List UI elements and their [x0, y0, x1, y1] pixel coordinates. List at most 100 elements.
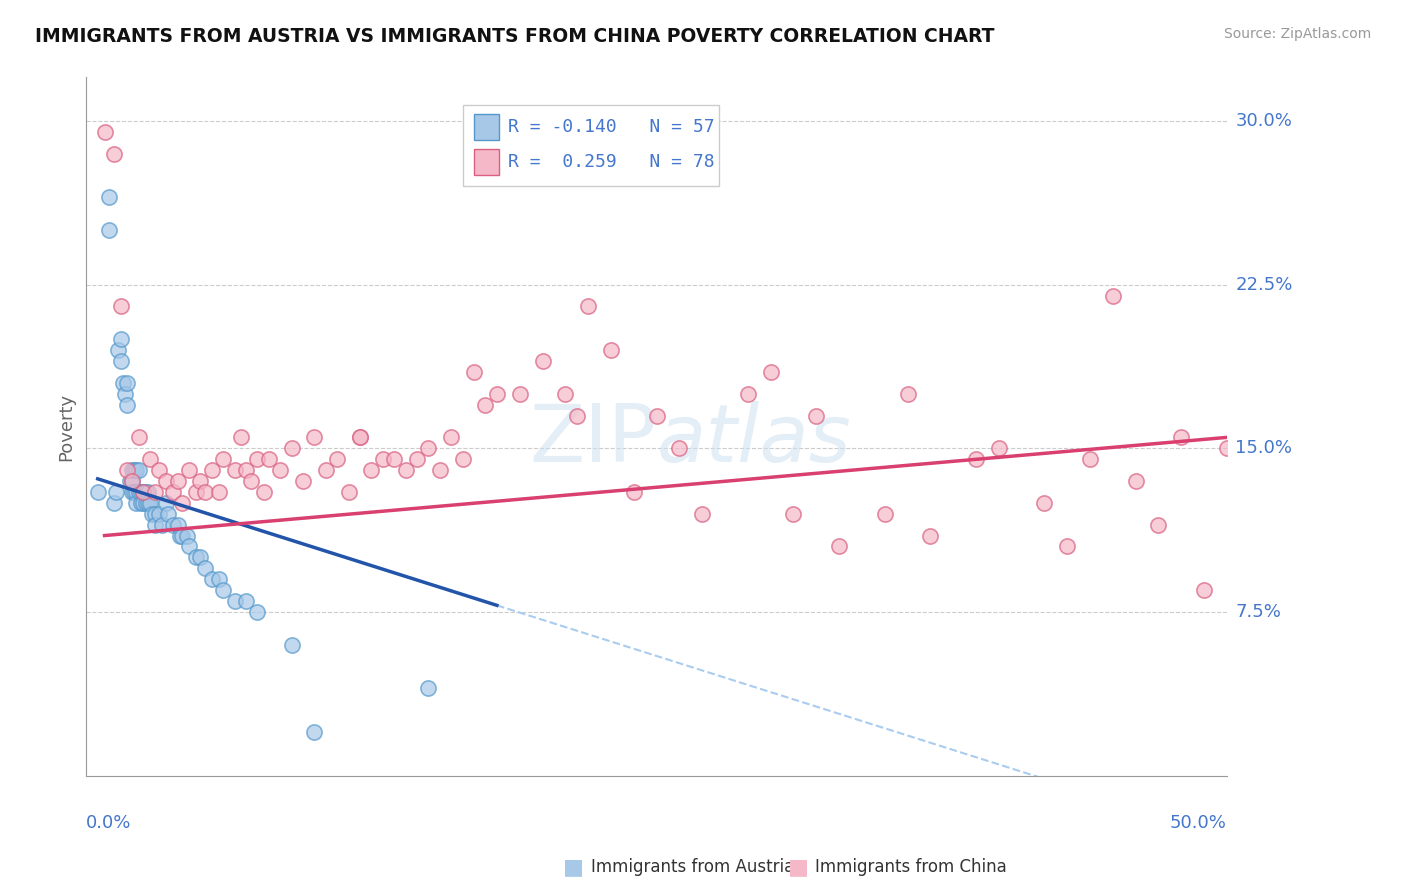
Point — [103, 496, 125, 510]
Point — [122, 484, 145, 499]
Point — [172, 528, 194, 542]
Point — [129, 496, 152, 510]
Point — [1192, 583, 1215, 598]
Point — [155, 496, 177, 510]
Point — [169, 528, 191, 542]
Point — [212, 583, 235, 598]
Point — [645, 409, 668, 423]
Text: 0.0%: 0.0% — [86, 814, 132, 832]
Point — [86, 484, 108, 499]
Point — [1078, 452, 1101, 467]
Point — [782, 507, 804, 521]
FancyBboxPatch shape — [474, 149, 499, 175]
Point — [103, 146, 125, 161]
Point — [382, 452, 405, 467]
Point — [132, 496, 155, 510]
Point — [371, 452, 394, 467]
Point — [98, 190, 121, 204]
Point — [136, 484, 159, 499]
Point — [139, 452, 162, 467]
Point — [117, 398, 139, 412]
Text: R = -0.140   N = 57: R = -0.140 N = 57 — [509, 118, 714, 136]
Point — [554, 386, 576, 401]
Point — [117, 463, 139, 477]
Text: atlas: atlas — [657, 401, 851, 479]
Point — [194, 561, 217, 575]
Text: Immigrants from China: Immigrants from China — [815, 858, 1007, 876]
Point — [280, 638, 302, 652]
Point — [136, 496, 159, 510]
Point — [110, 300, 132, 314]
Point — [349, 430, 371, 444]
Point — [212, 452, 235, 467]
Point — [177, 463, 200, 477]
Text: Immigrants from Austria: Immigrants from Austria — [591, 858, 794, 876]
Point — [531, 354, 554, 368]
Point — [315, 463, 337, 477]
Point — [235, 594, 257, 608]
Point — [122, 463, 145, 477]
Point — [253, 484, 276, 499]
Point — [141, 507, 163, 521]
Point — [873, 507, 896, 521]
Point — [690, 507, 713, 521]
Point — [110, 332, 132, 346]
Point — [304, 430, 326, 444]
Text: 22.5%: 22.5% — [1236, 276, 1292, 293]
Point — [349, 430, 371, 444]
Text: 15.0%: 15.0% — [1236, 439, 1292, 458]
Point — [485, 386, 508, 401]
Point — [395, 463, 418, 477]
Point — [166, 474, 188, 488]
Point — [280, 442, 302, 456]
Point — [194, 484, 217, 499]
Point — [292, 474, 315, 488]
Point — [128, 430, 150, 444]
Point — [128, 463, 150, 477]
Point — [246, 605, 269, 619]
Point — [231, 430, 253, 444]
Text: 50.0%: 50.0% — [1170, 814, 1227, 832]
Point — [429, 463, 451, 477]
Point — [111, 376, 134, 390]
Point — [121, 463, 143, 477]
Point — [135, 496, 157, 510]
Point — [114, 386, 136, 401]
Point — [965, 452, 987, 467]
Point — [1033, 496, 1056, 510]
Point — [143, 507, 166, 521]
Point — [176, 528, 198, 542]
Point — [737, 386, 759, 401]
Text: IMMIGRANTS FROM AUSTRIA VS IMMIGRANTS FROM CHINA POVERTY CORRELATION CHART: IMMIGRANTS FROM AUSTRIA VS IMMIGRANTS FR… — [35, 27, 994, 45]
Point — [132, 484, 155, 499]
Point — [125, 484, 148, 499]
Text: ZIP: ZIP — [529, 401, 657, 479]
Text: ■: ■ — [564, 857, 583, 877]
Point — [184, 550, 207, 565]
Point — [118, 474, 141, 488]
Point — [110, 354, 132, 368]
Point — [257, 452, 280, 467]
FancyBboxPatch shape — [474, 114, 499, 140]
Point — [148, 463, 170, 477]
Point — [129, 484, 152, 499]
Point — [463, 365, 485, 379]
Point — [125, 496, 148, 510]
Point — [337, 484, 360, 499]
Point — [509, 386, 531, 401]
Text: ■: ■ — [789, 857, 808, 877]
Text: 7.5%: 7.5% — [1236, 603, 1281, 621]
Point — [418, 442, 440, 456]
Point — [759, 365, 782, 379]
Point — [565, 409, 588, 423]
Point — [177, 540, 200, 554]
Point — [188, 550, 211, 565]
Point — [135, 484, 157, 499]
Point — [155, 474, 177, 488]
Point — [98, 223, 121, 237]
Text: R =  0.259   N = 78: R = 0.259 N = 78 — [509, 153, 714, 171]
FancyBboxPatch shape — [463, 105, 720, 186]
Point — [576, 300, 599, 314]
Point — [474, 398, 496, 412]
Point — [207, 572, 229, 586]
